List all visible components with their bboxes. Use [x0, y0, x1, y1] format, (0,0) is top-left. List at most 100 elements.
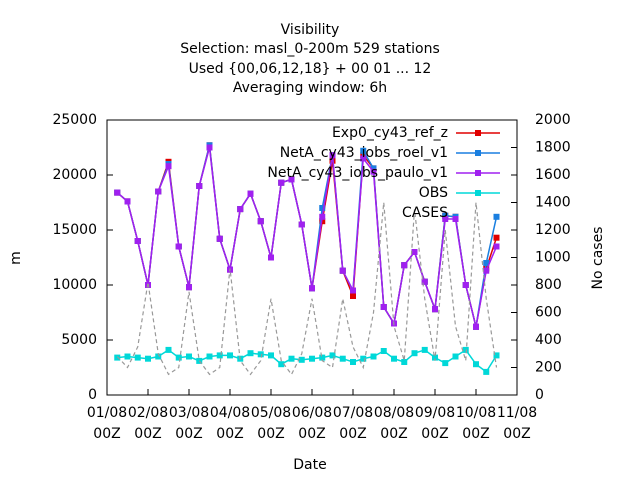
- y2-tick-label: 1800: [535, 140, 571, 156]
- data-point: [268, 352, 274, 359]
- x-tick-label: 05/08 00Z: [251, 405, 291, 442]
- data-point: [360, 147, 367, 154]
- y2-tick-label: 0: [535, 387, 544, 403]
- legend-label: Exp0_cy43_ref_z: [332, 125, 448, 141]
- x-tick-label: 07/08 00Z: [333, 405, 373, 442]
- y-tick-label: 15000: [52, 222, 97, 238]
- y2-tick-label: 200: [535, 360, 562, 376]
- data-point: [473, 323, 479, 330]
- series-line: [116, 147, 498, 327]
- data-point: [421, 346, 428, 353]
- y2-tick-label: 1600: [535, 167, 571, 183]
- legend-label: CASES: [402, 205, 448, 221]
- data-point: [186, 353, 192, 360]
- data-point: [155, 188, 162, 195]
- data-point: [278, 361, 285, 368]
- y2-tick-label: 800: [535, 277, 562, 293]
- x-tick-label: 02/08 00Z: [128, 405, 168, 442]
- data-point: [309, 285, 315, 292]
- data-point: [329, 352, 336, 359]
- y-tick-label: 5000: [61, 332, 97, 348]
- data-point: [319, 205, 326, 211]
- data-point: [134, 238, 141, 244]
- data-point: [196, 183, 203, 189]
- x-tick-label: 10/08 00Z: [456, 405, 496, 442]
- data-point: [411, 249, 418, 255]
- x-tick-label: 01/08 00Z: [87, 405, 127, 442]
- y2-axis-label: No cases: [590, 227, 606, 290]
- data-point: [288, 355, 295, 362]
- data-point: [216, 235, 223, 242]
- data-point: [483, 260, 490, 266]
- data-point: [350, 293, 356, 299]
- y-tick-label: 25000: [52, 112, 97, 128]
- data-point: [298, 221, 305, 228]
- data-point: [319, 354, 326, 361]
- data-point: [268, 254, 274, 261]
- data-point: [370, 353, 377, 360]
- data-point: [360, 155, 367, 162]
- data-point: [237, 206, 244, 213]
- data-point: [298, 356, 305, 363]
- y-tick-label: 20000: [52, 167, 97, 183]
- x-tick-label: 03/08 00Z: [169, 405, 209, 442]
- y2-tick-label: 400: [535, 332, 562, 348]
- x-tick-label: 09/08 00Z: [415, 405, 455, 442]
- y-axis-label: m: [8, 251, 24, 265]
- data-point: [380, 304, 387, 310]
- data-point: [227, 352, 233, 359]
- data-point: [165, 163, 172, 170]
- x-tick-label: 08/08 00Z: [374, 405, 414, 442]
- title-line: Used {00,06,12,18} + 00 01 ... 12: [189, 61, 432, 77]
- title-line: Averaging window: 6h: [233, 80, 387, 96]
- data-point: [247, 190, 254, 197]
- y2-tick-label: 1200: [535, 222, 571, 238]
- legend-label: NetA_cy43_iobs_roel_v1: [280, 145, 448, 161]
- data-point: [350, 359, 356, 365]
- data-point: [370, 168, 377, 175]
- data-point: [175, 243, 182, 250]
- legend-label: NetA_cy43_iobs_paulo_v1: [267, 165, 448, 181]
- data-point: [452, 353, 459, 360]
- data-point: [288, 176, 295, 183]
- legend-marker: [475, 170, 481, 176]
- data-point: [442, 212, 449, 219]
- data-point: [319, 213, 326, 220]
- title-line: Selection: masl_0-200m 529 stations: [180, 41, 440, 57]
- y-tick-label: 0: [88, 387, 97, 403]
- data-point: [339, 267, 346, 274]
- legend-marker: [475, 130, 481, 136]
- data-point: [278, 179, 285, 186]
- data-point: [114, 354, 121, 361]
- data-point: [401, 359, 408, 365]
- data-point: [114, 189, 121, 196]
- x-tick-label: 06/08 00Z: [292, 405, 332, 442]
- x-tick-label: 11/08 00Z: [497, 405, 537, 442]
- data-point: [309, 355, 315, 362]
- y-tick-label: 10000: [52, 277, 97, 293]
- data-point: [134, 354, 141, 361]
- data-point: [206, 353, 213, 360]
- data-point: [493, 213, 500, 220]
- data-point: [186, 284, 192, 291]
- data-point: [442, 216, 449, 222]
- x-tick-label: 04/08 00Z: [210, 405, 250, 442]
- data-point: [473, 361, 479, 368]
- data-point: [155, 353, 162, 360]
- data-point: [247, 350, 254, 357]
- data-point: [360, 355, 367, 362]
- data-point: [462, 282, 469, 288]
- y2-tick-label: 2000: [535, 112, 571, 128]
- data-point: [339, 355, 346, 362]
- data-point: [493, 234, 500, 241]
- data-point: [380, 348, 387, 354]
- series-line: [116, 202, 498, 376]
- data-point: [124, 198, 131, 205]
- y2-tick-label: 600: [535, 305, 562, 321]
- y2-tick-label: 1400: [535, 195, 571, 211]
- data-point: [411, 350, 418, 357]
- y2-tick-label: 1000: [535, 250, 571, 266]
- data-point: [370, 165, 377, 172]
- data-point: [493, 352, 500, 359]
- data-point: [432, 306, 438, 313]
